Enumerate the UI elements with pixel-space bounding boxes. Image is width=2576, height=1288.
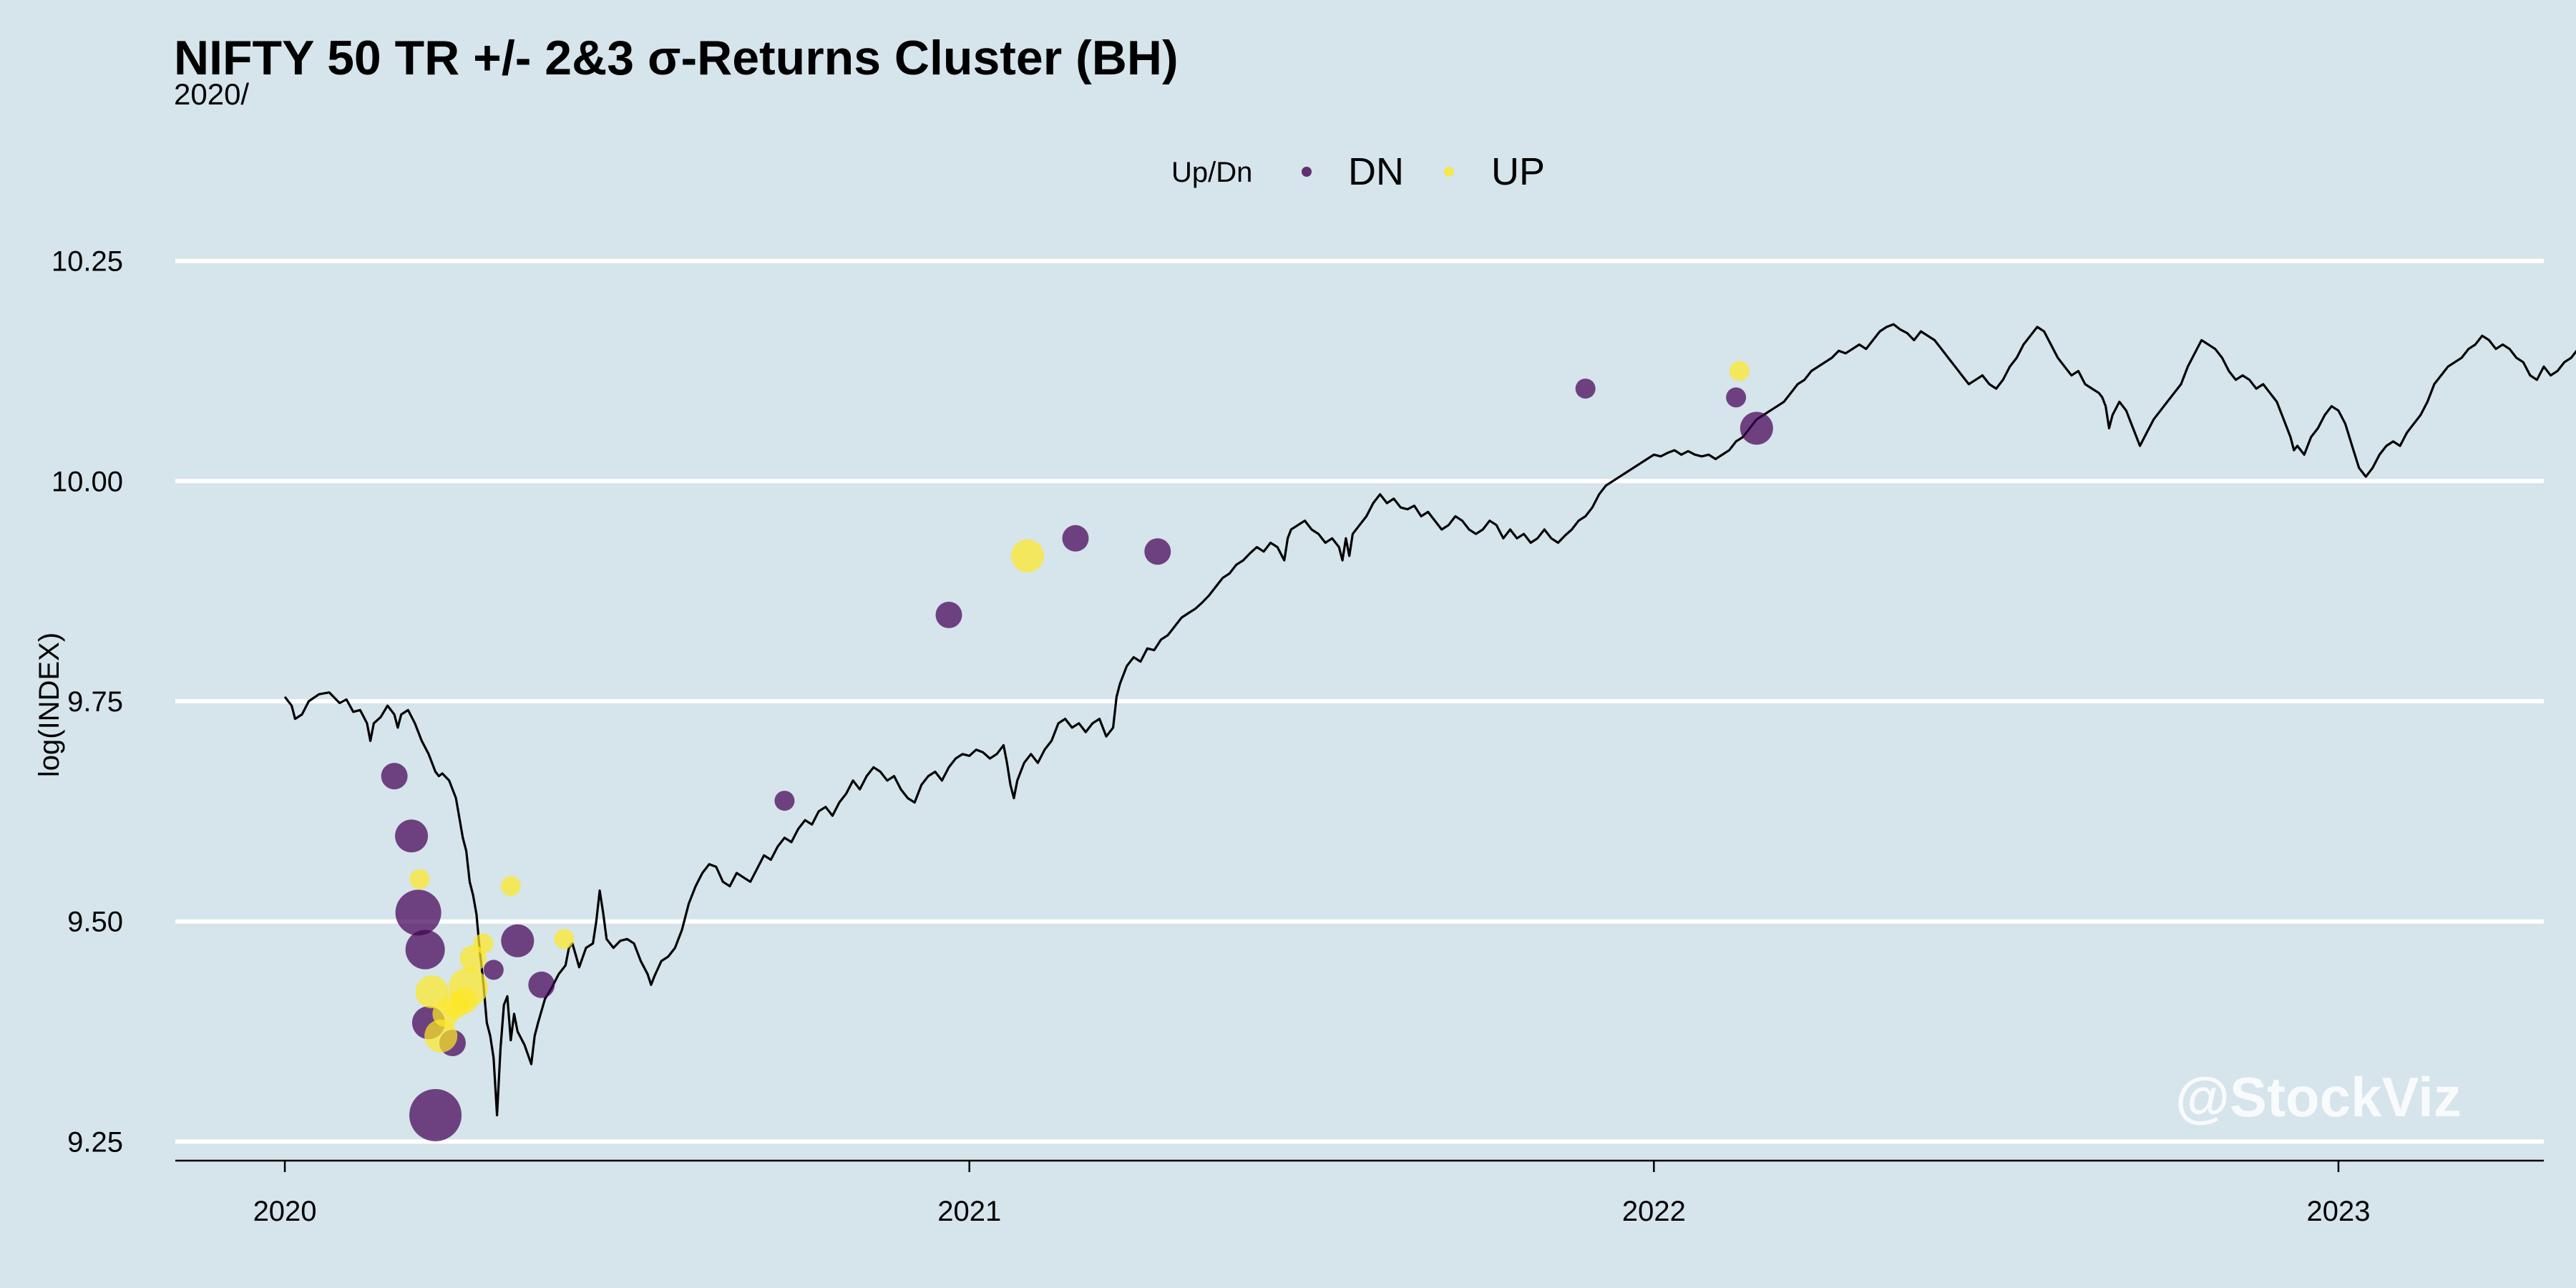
point-up [500, 876, 521, 897]
x-tick-label: 2020 [253, 1196, 317, 1227]
point-dn [395, 819, 429, 853]
point-up [1011, 539, 1045, 572]
legend-label-up: UP [1491, 150, 1545, 193]
index-line [283, 323, 2576, 1117]
point-up [424, 1019, 458, 1053]
x-tick-label: 2023 [2307, 1196, 2371, 1227]
point-up [409, 869, 430, 889]
point-dn [405, 930, 445, 970]
y-tick-label: 9.25 [67, 1126, 123, 1158]
chart-subtitle: 2020/ [174, 77, 250, 111]
y-tick-label: 10.25 [52, 246, 123, 278]
point-dn [409, 1088, 462, 1141]
y-tick-label: 9.75 [67, 686, 123, 718]
y-axis-ticks: 9.25 9.50 9.75 10.00 10.25 [52, 246, 123, 1158]
point-dn [1740, 411, 1773, 445]
point-dn [395, 889, 441, 936]
point-dn [528, 971, 555, 998]
chart-title: NIFTY 50 TR +/- 2&3 σ-Returns Cluster (B… [174, 31, 1179, 85]
point-dn [1062, 525, 1089, 552]
point-dn [381, 763, 408, 790]
point-dn [483, 960, 504, 980]
point-dn [935, 601, 962, 628]
x-axis: 2020 2021 2022 2023 [175, 1159, 2544, 1227]
point-up [415, 975, 449, 1009]
point-up [473, 933, 494, 954]
y-axis-label: log(INDEX) [34, 633, 65, 777]
gridlines [175, 258, 2544, 1144]
point-up [1729, 361, 1750, 381]
point-up [554, 929, 575, 950]
point-up [448, 967, 488, 1008]
x-tick-label: 2021 [937, 1196, 1001, 1227]
legend-swatch-dn [1302, 167, 1312, 177]
x-tick-label: 2022 [1622, 1196, 1686, 1227]
legend-swatch-up [1444, 167, 1454, 177]
point-dn [1726, 387, 1747, 408]
return-cluster-points [381, 361, 1773, 1141]
point-dn [501, 924, 535, 957]
y-tick-label: 9.50 [67, 907, 123, 938]
point-dn [1575, 379, 1596, 399]
watermark: @StockViz [2175, 1065, 2462, 1128]
point-dn [1144, 538, 1171, 565]
point-dn [774, 791, 795, 811]
y-tick-label: 10.00 [52, 466, 123, 497]
legend-label-dn: DN [1348, 150, 1404, 193]
legend: Up/Dn DN UP [1171, 150, 1545, 193]
legend-title: Up/Dn [1171, 157, 1252, 188]
